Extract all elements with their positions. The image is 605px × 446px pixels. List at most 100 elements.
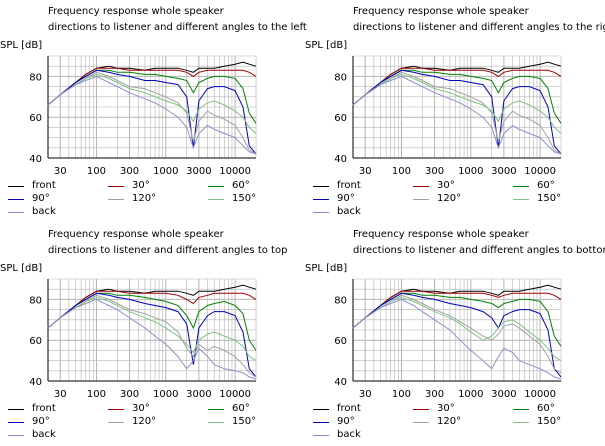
legend-label: 120° [132,193,157,204]
y-tick-label: 60 [334,113,347,124]
y-tick-label: 40 [29,377,42,388]
legend-swatch [8,435,24,436]
x-tick-label: 30 [359,166,372,177]
legend-swatch [208,199,224,200]
legend-label: back [337,429,361,440]
series-line-150deg [47,296,257,362]
x-tick-label: 10000 [219,166,251,177]
series-line-back [47,75,257,155]
legend-swatch [313,212,329,213]
legend-swatch [108,199,124,200]
legend-swatch [513,199,529,200]
x-tick-label: 30 [54,389,67,400]
legend-label: 60° [232,403,250,414]
legend-swatch [208,409,224,410]
series-line-120deg [352,71,562,155]
legend-swatch [413,186,429,187]
x-tick-label: 100 [87,389,106,400]
legend-swatch [8,212,24,213]
y-tick-label: 80 [334,295,347,306]
series-line-back [47,298,257,380]
legend-label: front [32,403,56,414]
x-tick-label: 3000 [186,166,211,177]
legend-label: 120° [132,416,157,427]
legend-label: 60° [537,180,555,191]
legend-swatch [313,186,329,187]
legend-label: back [32,429,56,440]
chart-plot: 80 60 40 30 100 300 1000 3000 10000 [334,278,562,400]
x-tick-label: 300 [425,166,444,177]
x-tick-label: 10000 [524,166,556,177]
legend-swatch [313,409,329,410]
grid-horizontal [48,55,256,159]
legend-label: 30° [132,403,150,414]
legend-label: 120° [437,193,462,204]
x-tick-label: 300 [120,166,139,177]
legend-label: 90° [32,416,50,427]
y-axis-label: SPL [dB] [305,40,348,51]
x-tick-label: 10000 [219,389,251,400]
legend-label: 60° [537,403,555,414]
x-tick-label: 10000 [524,389,556,400]
series-line-back [352,75,562,155]
x-tick-label: 100 [87,166,106,177]
series-line-90deg [352,292,562,378]
legend-swatch [108,422,124,423]
legend-label: 150° [537,416,562,427]
legend-label: 150° [232,193,257,204]
x-tick-label: 100 [392,166,411,177]
legend-swatch [313,422,329,423]
chart-panel-left: Frequency response whole speaker directi… [0,0,307,223]
chart-panel-top: Frequency response whole speaker directi… [0,223,300,446]
y-axis-label: SPL [dB] [305,263,348,274]
series-line-150deg [352,73,562,134]
legend-label: front [337,180,361,191]
legend-swatch [513,409,529,410]
y-tick-label: 40 [334,377,347,388]
y-tick-label: 80 [29,295,42,306]
x-tick-label: 1000 [153,389,178,400]
chart-panel-bottom: Frequency response whole speaker directi… [305,223,605,446]
x-tick-label: 30 [54,166,67,177]
series-line-30deg [47,290,257,329]
legend-label: 150° [232,416,257,427]
chart-title: Frequency response whole speaker [48,6,224,17]
y-tick-label: 60 [29,336,42,347]
legend-label: 90° [337,416,355,427]
chart-plot: 80 60 40 30 100 300 1000 3000 10000 [29,278,257,400]
chart-subtitle: directions to listener and different ang… [353,22,605,33]
legend-swatch [513,186,529,187]
y-tick-label: 60 [29,113,42,124]
series-line-30deg [352,67,562,106]
chart-subtitle: directions to listener and different ang… [48,245,288,256]
y-tick-label: 40 [29,154,42,165]
chart-plot: 80 60 40 30 100 300 1000 3000 10000 [29,55,257,177]
series-line-back [352,298,562,380]
legend-swatch [313,199,329,200]
legend-swatch [413,199,429,200]
legend-label: 90° [337,193,355,204]
chart-title: Frequency response whole speaker [48,229,224,240]
legend-swatch [413,422,429,423]
legend-label: 150° [537,193,562,204]
x-tick-label: 3000 [186,389,211,400]
x-tick-label: 100 [392,389,411,400]
series-line-90deg [352,69,562,155]
x-tick-label: 1000 [458,389,483,400]
grid-horizontal [353,278,561,382]
series-line-150deg [352,296,562,362]
legend-swatch [108,186,124,187]
y-tick-label: 80 [334,72,347,83]
x-tick-label: 3000 [491,166,516,177]
legend-swatch [313,435,329,436]
legend-label: 30° [437,180,455,191]
x-tick-label: 1000 [153,166,178,177]
x-tick-label: 300 [425,389,444,400]
chart-panel-right: Frequency response whole speaker directi… [305,0,605,223]
y-axis-label: SPL [dB] [0,263,43,274]
legend-label: back [32,206,56,217]
series-line-120deg [47,71,257,155]
legend-label: 30° [132,180,150,191]
chart-title: Frequency response whole speaker [353,229,529,240]
series-line-90deg [47,69,257,155]
